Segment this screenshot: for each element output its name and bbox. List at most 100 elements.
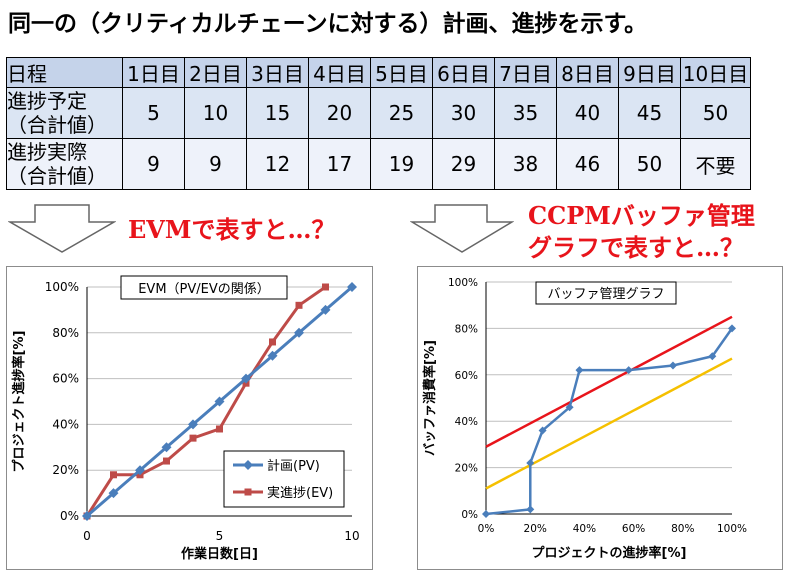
- planned-label-line1: 進捗予定: [7, 89, 87, 113]
- planned-cell: 30: [432, 87, 495, 139]
- pv-point: [135, 465, 145, 476]
- y-tick-label: 60%: [455, 370, 478, 382]
- buffer-chart-panel: 0% 20% 40% 60% 80% 100% 0% 20% 40% 60% 80% 100% プロジェ…: [417, 266, 783, 570]
- day-header: 5日目: [370, 57, 433, 88]
- pv-point: [214, 396, 225, 407]
- pv-point: [161, 442, 172, 453]
- day-header: 4日目: [308, 57, 371, 88]
- pv-point: [294, 327, 304, 338]
- pv-point: [188, 419, 198, 430]
- x-tick-label: 0%: [478, 523, 495, 535]
- x-tick-label: 100%: [717, 523, 747, 535]
- planned-cell: 45: [618, 87, 681, 139]
- ev-point: [269, 338, 276, 346]
- buffer-chart: 0% 20% 40% 60% 80% 100% 0% 20% 40% 60% 80% 100% プロジェ…: [422, 277, 747, 561]
- planned-cell: 5: [122, 87, 185, 139]
- buffer-point: [526, 458, 535, 467]
- legend-pv-label: 計画(PV): [267, 458, 320, 474]
- x-tick-label: 5: [216, 529, 224, 543]
- x-tick-label: 10: [344, 529, 359, 543]
- ev-point: [163, 457, 170, 465]
- y-tick-label: 20%: [52, 463, 79, 477]
- ev-series-line: [85, 285, 327, 517]
- day-header: 10日目: [680, 57, 751, 88]
- y-tick-label: 80%: [52, 326, 79, 340]
- actual-cell: 12: [246, 138, 309, 190]
- buffer-point: [565, 403, 574, 412]
- legend-pv-marker: [243, 460, 253, 470]
- pv-point: [320, 304, 331, 315]
- x-axis-label: 作業日数[日]: [181, 546, 258, 562]
- actual-cell: 38: [494, 138, 557, 190]
- actual-cell: 46: [556, 138, 619, 190]
- actual-cell: 17: [308, 138, 371, 190]
- x-axis-label: プロジェクトの進捗率[%]: [532, 545, 687, 561]
- ev-point: [216, 425, 223, 433]
- actual-cell: 9: [184, 138, 247, 190]
- buffer-chart-title: バッファ管理グラフ: [547, 287, 664, 302]
- legend-ev-label: 実進捗(EV): [267, 485, 333, 501]
- buffer-point: [538, 426, 547, 435]
- buffer-point: [668, 361, 677, 370]
- evm-note: EVMで表すと…？: [128, 215, 336, 244]
- y-tick-label: 0%: [461, 509, 478, 521]
- planned-label-line2: （合計値）: [7, 113, 107, 137]
- ev-point: [189, 434, 197, 442]
- buffer-series-line: [485, 327, 734, 516]
- actual-cell: 9: [122, 138, 185, 190]
- planned-cell: 15: [246, 87, 309, 139]
- actual-cell: 19: [370, 138, 433, 190]
- buffer-point: [708, 352, 717, 361]
- y-tick-label: 60%: [52, 372, 79, 386]
- day-header: 6日目: [432, 57, 495, 88]
- schedule-table: 日程 1日目 2日目 3日目 4日目 5日目 6日目 7日目 8日目 9日目 1…: [6, 57, 751, 190]
- actual-label-line1: 進捗実際: [7, 140, 87, 164]
- down-arrow-icon: [410, 204, 514, 253]
- buffer-point: [482, 510, 490, 518]
- planned-cell: 50: [680, 87, 751, 139]
- planned-row-label: 進捗予定 （合計値）: [6, 87, 123, 139]
- y-axis-label: バッファ消費率[%]: [422, 340, 438, 456]
- planned-cell: 20: [308, 87, 371, 139]
- day-header: 9日目: [618, 57, 681, 88]
- day-header: 2日目: [184, 57, 247, 88]
- day-header: 7日目: [494, 57, 557, 88]
- evm-chart: 0% 20% 40% 60% 80% 100% 0 5 10 作業日数[日] プロジェクト進捗率[%…: [11, 275, 360, 562]
- actual-cell: 不要: [680, 138, 751, 190]
- evm-title-box: [120, 275, 288, 300]
- planned-cell: 40: [556, 87, 619, 139]
- planned-cell: 10: [184, 87, 247, 139]
- page-title: 同一の（クリティカルチェーンに対する）計画、進捗を示す。: [8, 11, 648, 37]
- actual-cell: 29: [432, 138, 495, 190]
- evm-chart-panel: 0% 20% 40% 60% 80% 100% 0 5 10 作業日数[日] プロジェクト進捗率[%…: [6, 266, 373, 570]
- buffer-point: [728, 324, 736, 333]
- buffer-title-box: [535, 281, 677, 305]
- schedule-header-row: 日程 1日目 2日目 3日目 4日目 5日目 6日目 7日目 8日目 9日目 1…: [6, 57, 751, 88]
- x-tick-label: 80%: [671, 523, 694, 535]
- actual-cell: 50: [618, 138, 681, 190]
- pv-point: [82, 511, 92, 521]
- buffer-point: [575, 366, 584, 375]
- actual-row: 進捗実際 （合計値） 9 9 12 17 19 29 38 46 50 不要: [6, 138, 751, 190]
- actual-row-label: 進捗実際 （合計値）: [6, 138, 123, 190]
- x-tick-label: 40%: [573, 523, 596, 535]
- y-axis-label: プロジェクト進捗率[%]: [11, 331, 27, 473]
- pv-point: [347, 282, 357, 292]
- upper-threshold-line: [485, 315, 733, 448]
- y-tick-label: 80%: [455, 323, 478, 335]
- ev-point: [295, 301, 303, 309]
- ccpm-note-line2: グラフで表すと…？: [528, 233, 744, 262]
- actual-label-line2: （合計値）: [7, 164, 107, 188]
- buffer-point: [526, 505, 535, 514]
- schedule-header-label: 日程: [6, 57, 123, 88]
- x-tick-label: 60%: [622, 523, 645, 535]
- y-tick-label: 40%: [455, 416, 478, 428]
- y-tick-label: 100%: [45, 280, 79, 294]
- y-tick-label: 100%: [448, 277, 478, 289]
- x-tick-label: 20%: [524, 523, 547, 535]
- pv-point: [267, 350, 278, 361]
- planned-cell: 35: [494, 87, 557, 139]
- day-header: 3日目: [246, 57, 309, 88]
- lower-threshold-line: [485, 357, 733, 490]
- down-arrow-icon: [8, 204, 116, 253]
